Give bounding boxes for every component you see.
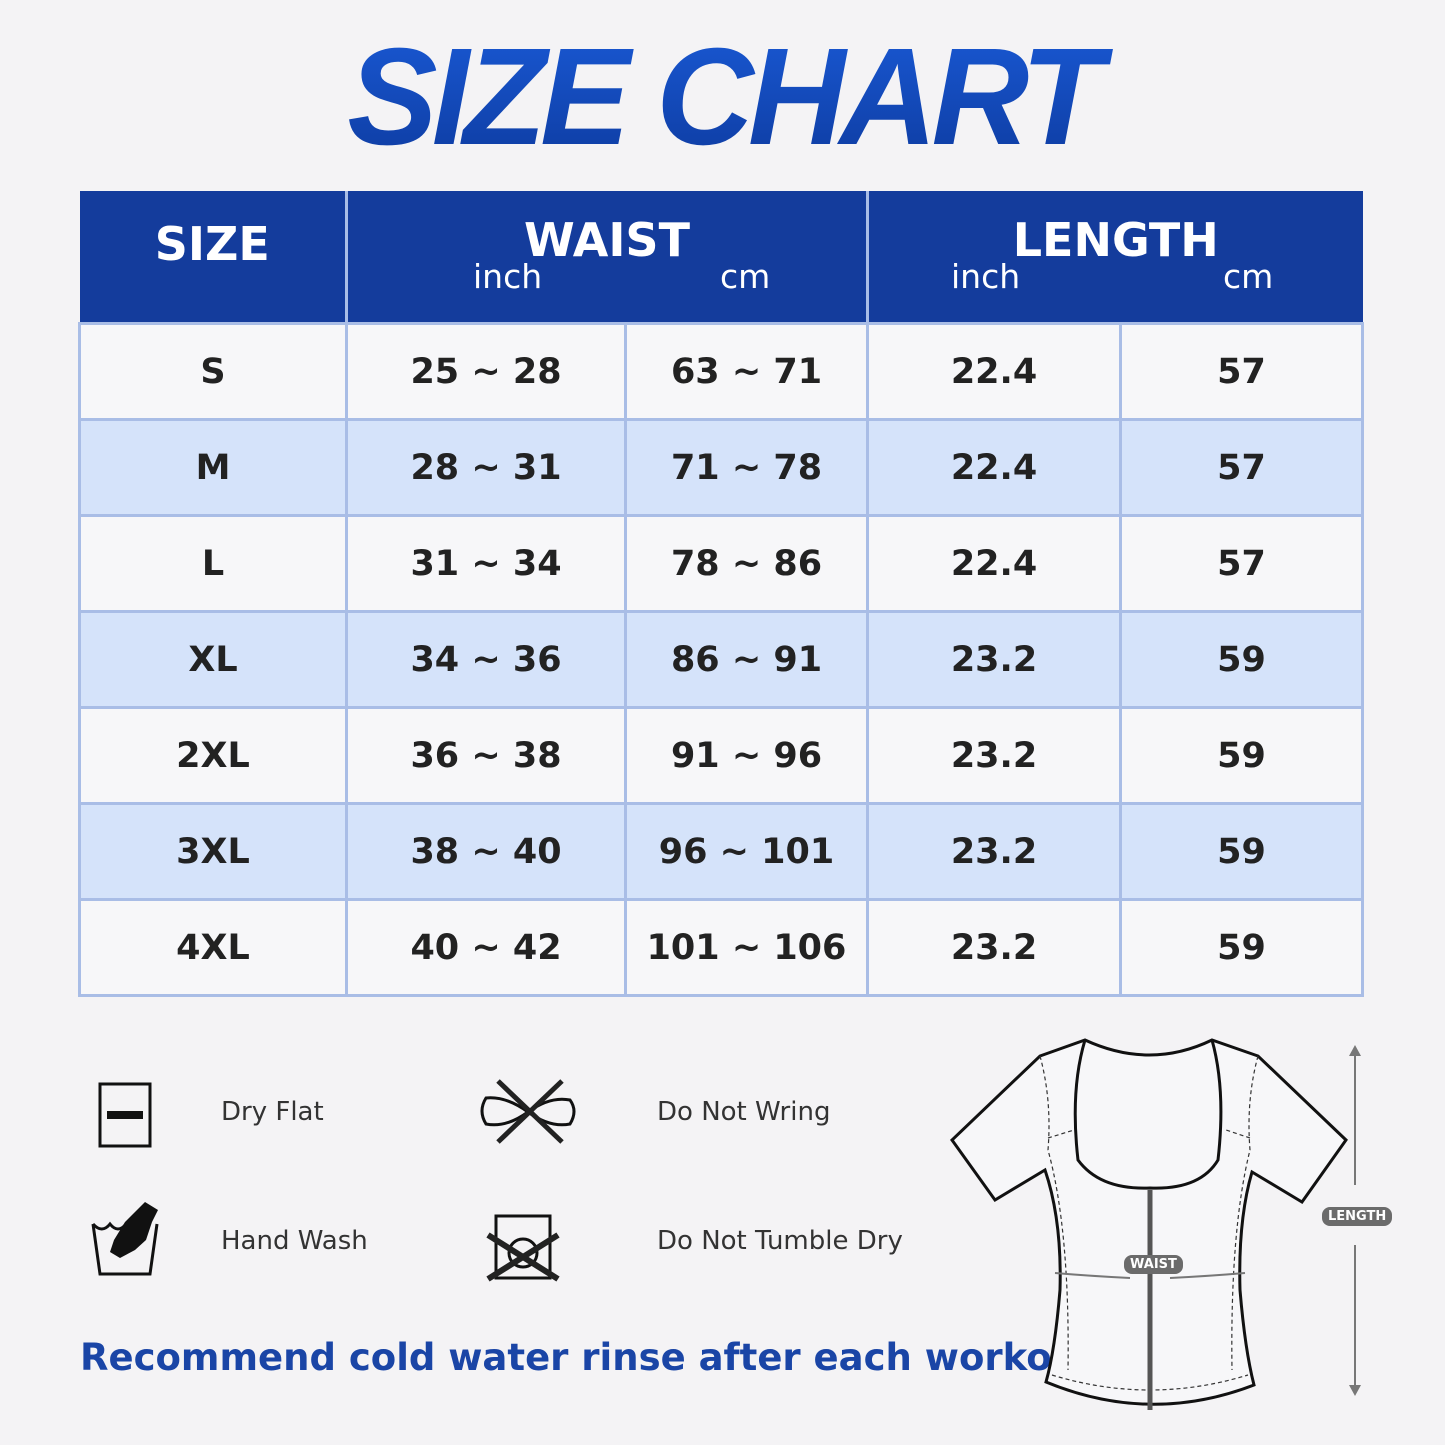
page-title: SIZE CHART — [14, 18, 1430, 177]
table-row: 3XL 38 ~ 40 96 ~ 101 23.2 59 — [78, 802, 1364, 901]
do-not-wring-icon — [480, 1079, 576, 1144]
cell-length-cm: 59 — [1119, 802, 1364, 901]
cell-length-inch: 22.4 — [866, 322, 1122, 421]
cell-waist-cm: 86 ~ 91 — [624, 610, 869, 709]
cell-waist-inch: 28 ~ 31 — [345, 418, 627, 517]
cell-size: S — [78, 322, 348, 421]
cell-size: 2XL — [78, 706, 348, 805]
cell-waist-inch: 34 ~ 36 — [345, 610, 627, 709]
care-label-do-not-tumble-dry: Do Not Tumble Dry — [657, 1226, 903, 1256]
cell-waist-cm: 101 ~ 106 — [624, 898, 869, 997]
cell-size: XL — [78, 610, 348, 709]
cell-length-cm: 57 — [1119, 514, 1364, 613]
table-row: S 25 ~ 28 63 ~ 71 22.4 57 — [78, 322, 1364, 421]
cell-waist-cm: 96 ~ 101 — [624, 802, 869, 901]
table-row: M 28 ~ 31 71 ~ 78 22.4 57 — [78, 418, 1364, 517]
size-table: SIZE WAIST inch cm LENGTH inch cm S 25 ~ … — [78, 191, 1364, 997]
header-size-label: SIZE — [154, 217, 270, 271]
header-waist-label: WAIST — [524, 213, 690, 267]
cell-waist-cm: 78 ~ 86 — [624, 514, 869, 613]
care-label-hand-wash: Hand Wash — [221, 1226, 368, 1256]
header-length: LENGTH inch cm — [867, 191, 1363, 324]
cell-length-cm: 59 — [1119, 706, 1364, 805]
table-row: L 31 ~ 34 78 ~ 86 22.4 57 — [78, 514, 1364, 613]
table-row: 4XL 40 ~ 42 101 ~ 106 23.2 59 — [78, 898, 1364, 997]
table-row: XL 34 ~ 36 86 ~ 91 23.2 59 — [78, 610, 1364, 709]
cell-length-inch: 23.2 — [866, 802, 1122, 901]
care-label-do-not-wring: Do Not Wring — [657, 1097, 831, 1127]
header-waist: WAIST inch cm — [346, 191, 869, 324]
cell-size: M — [78, 418, 348, 517]
cell-waist-cm: 91 ~ 96 — [624, 706, 869, 805]
cell-size: 4XL — [78, 898, 348, 997]
garment-diagram — [950, 1038, 1361, 1410]
length-cm-unit: cm — [1223, 257, 1274, 296]
cell-length-inch: 22.4 — [866, 514, 1122, 613]
cell-length-inch: 23.2 — [866, 898, 1122, 997]
length-inch-unit: inch — [951, 257, 1021, 296]
cell-size: 3XL — [78, 802, 348, 901]
cell-length-inch: 23.2 — [866, 610, 1122, 709]
cell-waist-inch: 31 ~ 34 — [345, 514, 627, 613]
table-row: 2XL 36 ~ 38 91 ~ 96 23.2 59 — [78, 706, 1364, 805]
cell-waist-cm: 63 ~ 71 — [624, 322, 869, 421]
length-label: LENGTH — [1322, 1207, 1393, 1226]
cell-waist-cm: 71 ~ 78 — [624, 418, 869, 517]
cell-length-cm: 57 — [1119, 322, 1364, 421]
header-length-label: LENGTH — [1012, 213, 1219, 267]
care-label-dry-flat: Dry Flat — [221, 1097, 324, 1127]
cell-waist-inch: 36 ~ 38 — [345, 706, 627, 805]
cell-waist-inch: 25 ~ 28 — [345, 322, 627, 421]
do-not-tumble-dry-icon — [486, 1214, 560, 1282]
dry-flat-icon — [98, 1082, 152, 1148]
cell-length-cm: 59 — [1119, 898, 1364, 997]
recommendation-text: Recommend cold water rinse after each wo… — [80, 1336, 1110, 1379]
cell-size: L — [78, 514, 348, 613]
cell-length-inch: 22.4 — [866, 418, 1122, 517]
cell-length-cm: 59 — [1119, 610, 1364, 709]
cell-waist-inch: 40 ~ 42 — [345, 898, 627, 997]
cell-length-inch: 23.2 — [866, 706, 1122, 805]
cell-waist-inch: 38 ~ 40 — [345, 802, 627, 901]
cell-length-cm: 57 — [1119, 418, 1364, 517]
waist-cm-unit: cm — [720, 257, 771, 296]
waist-inch-unit: inch — [473, 257, 543, 296]
waist-label: WAIST — [1124, 1255, 1183, 1274]
header-size: SIZE — [79, 191, 348, 324]
hand-wash-icon — [91, 1202, 159, 1276]
